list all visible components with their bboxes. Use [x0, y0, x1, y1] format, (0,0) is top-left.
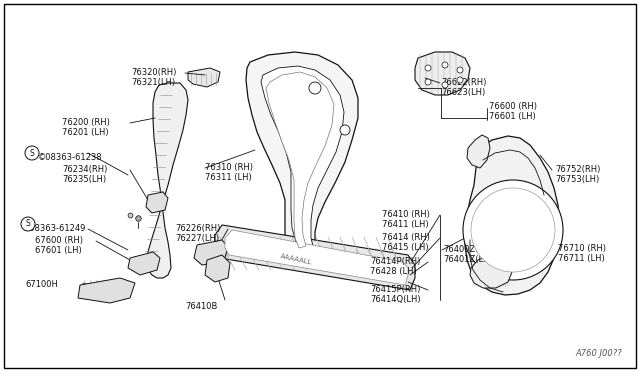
- Text: 76622(RH): 76622(RH): [441, 78, 486, 87]
- Circle shape: [425, 65, 431, 71]
- Text: 76310 (RH): 76310 (RH): [205, 163, 253, 172]
- Text: 76320(RH): 76320(RH): [131, 68, 177, 77]
- Text: 76623(LH): 76623(LH): [441, 88, 485, 97]
- Polygon shape: [194, 240, 228, 265]
- Text: 76400Z(RH): 76400Z(RH): [443, 245, 494, 254]
- Text: 76600 (RH): 76600 (RH): [489, 102, 537, 111]
- Text: 76414Q(LH): 76414Q(LH): [370, 295, 420, 304]
- Text: 76311 (LH): 76311 (LH): [205, 173, 252, 182]
- Text: 67601 (LH): 67601 (LH): [35, 246, 82, 255]
- Text: 76752(RH): 76752(RH): [555, 165, 600, 174]
- Polygon shape: [188, 68, 220, 87]
- Circle shape: [21, 217, 35, 231]
- Polygon shape: [246, 52, 358, 272]
- Polygon shape: [467, 135, 490, 168]
- Polygon shape: [215, 225, 415, 290]
- Text: 76410B: 76410B: [185, 302, 218, 311]
- Text: 76321(LH): 76321(LH): [131, 78, 175, 87]
- Polygon shape: [147, 83, 188, 278]
- Polygon shape: [205, 255, 230, 282]
- Text: 76410 (RH): 76410 (RH): [382, 210, 430, 219]
- Text: 76753(LH): 76753(LH): [555, 175, 599, 184]
- Text: 76201 (LH): 76201 (LH): [62, 128, 109, 137]
- Circle shape: [463, 180, 563, 280]
- Text: 67100H: 67100H: [25, 280, 58, 289]
- Text: 76235(LH): 76235(LH): [62, 175, 106, 184]
- Polygon shape: [78, 278, 135, 303]
- Circle shape: [442, 82, 448, 88]
- Text: 76415P(RH): 76415P(RH): [370, 285, 420, 294]
- Text: S: S: [26, 219, 30, 228]
- Text: 76428 (LH): 76428 (LH): [370, 267, 417, 276]
- Polygon shape: [415, 52, 470, 95]
- Text: 76200 (RH): 76200 (RH): [62, 118, 110, 127]
- Circle shape: [25, 146, 39, 160]
- Text: 76227(LH): 76227(LH): [175, 234, 219, 243]
- Text: 76710 (RH): 76710 (RH): [558, 244, 606, 253]
- Text: 76414 (RH): 76414 (RH): [382, 233, 430, 242]
- Text: 76411 (LH): 76411 (LH): [382, 220, 429, 229]
- Polygon shape: [146, 192, 168, 213]
- Circle shape: [425, 79, 431, 85]
- Polygon shape: [465, 136, 560, 295]
- Polygon shape: [470, 255, 512, 288]
- Text: 76234(RH): 76234(RH): [62, 165, 108, 174]
- Polygon shape: [261, 66, 344, 255]
- Text: S: S: [29, 148, 35, 157]
- Text: A760 J00??: A760 J00??: [575, 349, 622, 358]
- Polygon shape: [266, 72, 334, 248]
- Circle shape: [309, 82, 321, 94]
- Circle shape: [471, 188, 555, 272]
- Circle shape: [340, 125, 350, 135]
- Text: 76415 (LH): 76415 (LH): [382, 243, 429, 252]
- Circle shape: [442, 62, 448, 68]
- Text: ©08363-61249: ©08363-61249: [22, 224, 86, 233]
- Polygon shape: [225, 230, 408, 285]
- Circle shape: [457, 77, 463, 83]
- Text: 76226(RH): 76226(RH): [175, 224, 220, 233]
- Text: 67600 (RH): 67600 (RH): [35, 236, 83, 245]
- Text: 76401Z(LH): 76401Z(LH): [443, 255, 493, 264]
- Text: 76414P(RH): 76414P(RH): [370, 257, 420, 266]
- Text: 76711 (LH): 76711 (LH): [558, 254, 605, 263]
- Circle shape: [457, 67, 463, 73]
- Polygon shape: [128, 252, 160, 275]
- Text: AAAAALL: AAAAALL: [280, 253, 313, 266]
- Text: ©08363-61238: ©08363-61238: [38, 153, 102, 162]
- Text: 76601 (LH): 76601 (LH): [489, 112, 536, 121]
